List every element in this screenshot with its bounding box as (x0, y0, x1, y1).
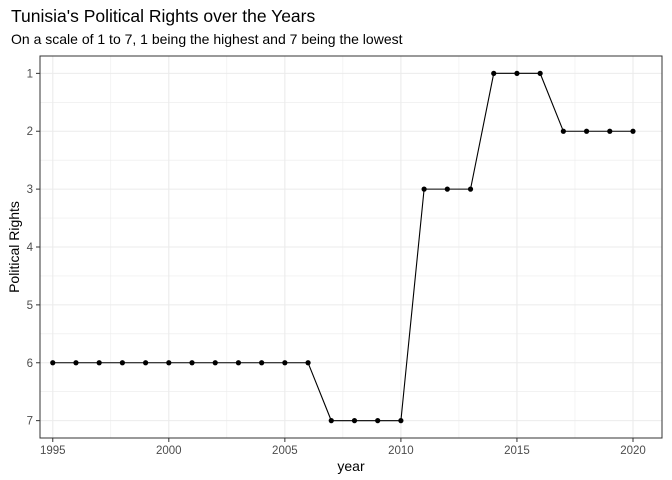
data-point (583, 128, 590, 134)
data-point (328, 418, 334, 424)
data-point (630, 128, 636, 134)
data-point (305, 360, 311, 366)
x-tick-label: 2010 (388, 445, 414, 457)
x-tick-label: 1995 (40, 445, 66, 457)
axis-ticks (36, 72, 634, 442)
data-point (119, 360, 125, 366)
data-point (212, 360, 218, 366)
y-tick-label: 4 (27, 242, 34, 254)
data-point (282, 360, 288, 366)
data-point (166, 360, 172, 366)
grid-minor (40, 56, 662, 438)
chart-subtitle: On a scale of 1 to 7, 1 being the highes… (11, 31, 403, 47)
chart-title: Tunisia's Political Rights over the Year… (11, 6, 316, 26)
data-point (235, 360, 242, 366)
y-axis-title: Political Rights (6, 201, 22, 293)
y-tick-label: 7 (27, 416, 33, 428)
data-point (73, 360, 79, 366)
x-tick-label: 2005 (272, 445, 298, 457)
series-line (52, 72, 633, 422)
series-layer (50, 70, 636, 424)
y-tick-label: 2 (27, 126, 33, 138)
data-point (351, 418, 358, 424)
y-tick-label: 3 (27, 184, 33, 196)
data-point (560, 128, 566, 134)
data-point (467, 186, 474, 192)
y-tick-labels: 1 2 3 4 5 6 7 (27, 68, 34, 427)
data-point (189, 360, 195, 366)
x-tick-labels: 1995 2000 2005 2010 2015 2020 (40, 445, 646, 457)
data-point (375, 418, 381, 424)
x-tick-label: 2020 (620, 445, 646, 457)
data-point (143, 360, 149, 366)
data-point (514, 70, 520, 76)
data-point (398, 418, 404, 424)
y-tick-label: 6 (27, 358, 33, 370)
x-tick-label: 2000 (156, 445, 182, 457)
x-tick-label: 2015 (504, 445, 530, 457)
data-point (50, 360, 56, 366)
data-point (607, 128, 613, 134)
data-point (444, 186, 450, 192)
y-tick-label: 1 (27, 68, 33, 80)
data-point (259, 360, 265, 366)
grid-major (40, 56, 662, 438)
data-point (96, 360, 102, 366)
x-axis-title: year (337, 458, 365, 474)
y-tick-label: 5 (27, 300, 33, 312)
data-point (421, 186, 427, 192)
data-point (537, 70, 543, 76)
data-point (491, 70, 497, 76)
